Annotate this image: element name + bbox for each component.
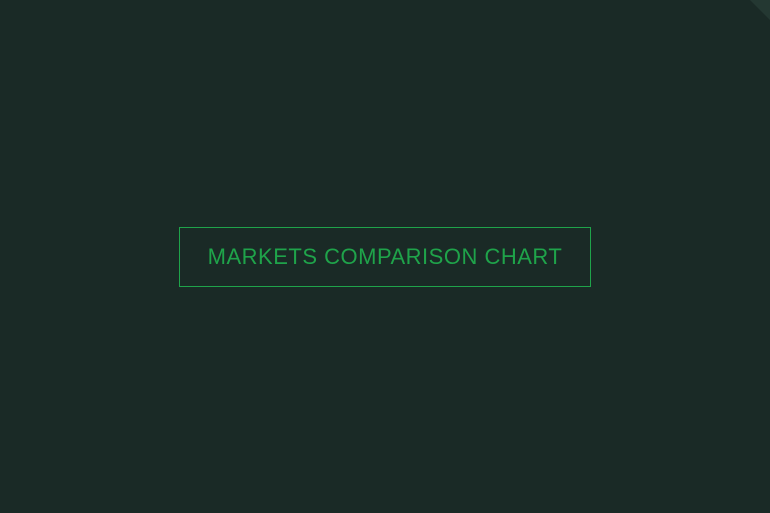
- markets-comparison-chart-button[interactable]: MARKETS COMPARISON CHART: [179, 227, 592, 287]
- corner-accent: [750, 0, 770, 20]
